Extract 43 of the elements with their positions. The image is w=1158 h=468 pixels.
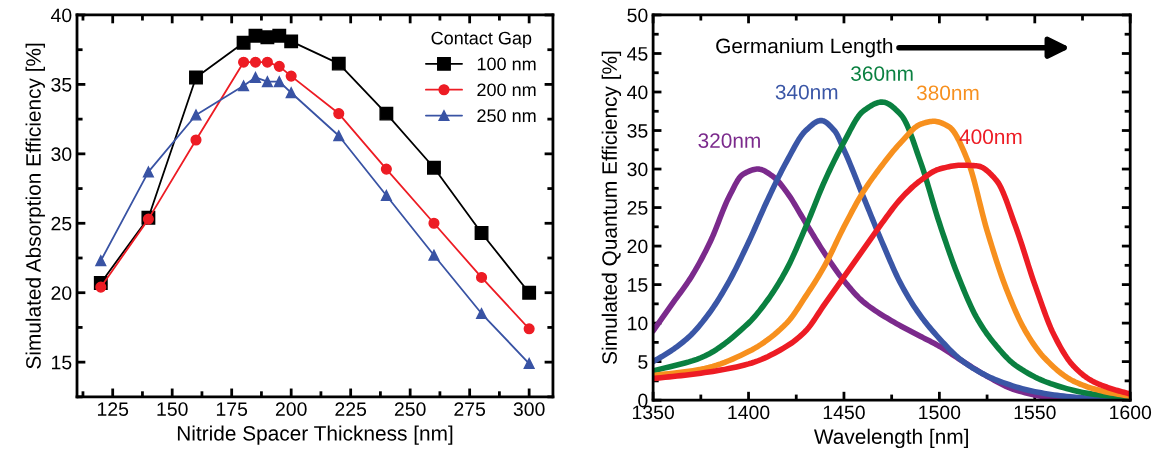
- annotation: Germanium Length: [716, 38, 893, 58]
- legend-title: Contact Gap: [431, 31, 532, 49]
- y-tick-label: 35: [51, 77, 72, 92]
- y-tick-label: 10: [628, 316, 648, 331]
- y-tick-label: 40: [627, 85, 648, 100]
- legend-label: 250 nm: [477, 109, 536, 123]
- x-tick-label: 1400: [728, 405, 770, 420]
- series-label: 360nm: [851, 66, 913, 81]
- legend-label: 200 nm: [477, 83, 536, 97]
- x-tick-label: 1600: [1110, 405, 1152, 420]
- y-axis-title: Simulated Quantum Efficiency [%]: [601, 51, 622, 364]
- y-tick-label: 25: [627, 201, 648, 215]
- y-axis-title: Simulated Absorption Efficiency [%]: [25, 43, 45, 369]
- y-tick-label: 5: [638, 355, 648, 369]
- series-label: 380nm: [916, 85, 979, 101]
- y-tick-label: 50: [627, 8, 648, 23]
- x-axis-title: Wavelength [nm]: [813, 428, 968, 449]
- y-tick-label: 45: [627, 47, 648, 61]
- x-tick-label: 150: [157, 402, 188, 417]
- y-tick-label: 20: [627, 239, 648, 254]
- y-tick-label: 30: [51, 147, 72, 162]
- x-tick-label: 1500: [919, 405, 961, 420]
- legend-label: 100 nm: [477, 57, 536, 71]
- x-tick-label: 225: [335, 402, 367, 417]
- y-tick-label: 20: [51, 286, 72, 300]
- series-label: 320nm: [698, 133, 760, 148]
- x-tick-label: 300: [513, 402, 545, 417]
- x-tick-label: 250: [394, 402, 426, 417]
- x-tick-label: 1450: [823, 405, 865, 420]
- y-tick-label: 35: [627, 123, 648, 138]
- x-tick-label: 125: [97, 402, 129, 417]
- y-tick-label: 30: [627, 162, 648, 177]
- x-tick-label: 175: [216, 402, 248, 417]
- x-tick-label: 1550: [1014, 405, 1056, 420]
- series-label: 400nm: [959, 129, 1022, 145]
- y-tick-label: 15: [628, 278, 648, 292]
- y-tick-label: 15: [52, 355, 72, 370]
- x-axis-title: Nitride Spacer Thickness [nm]: [177, 425, 453, 445]
- x-tick-label: 275: [454, 402, 486, 417]
- y-tick-label: 25: [51, 216, 72, 231]
- y-tick-label: 40: [50, 8, 72, 23]
- series-label: 340nm: [775, 84, 838, 100]
- x-tick-label: 200: [275, 402, 307, 417]
